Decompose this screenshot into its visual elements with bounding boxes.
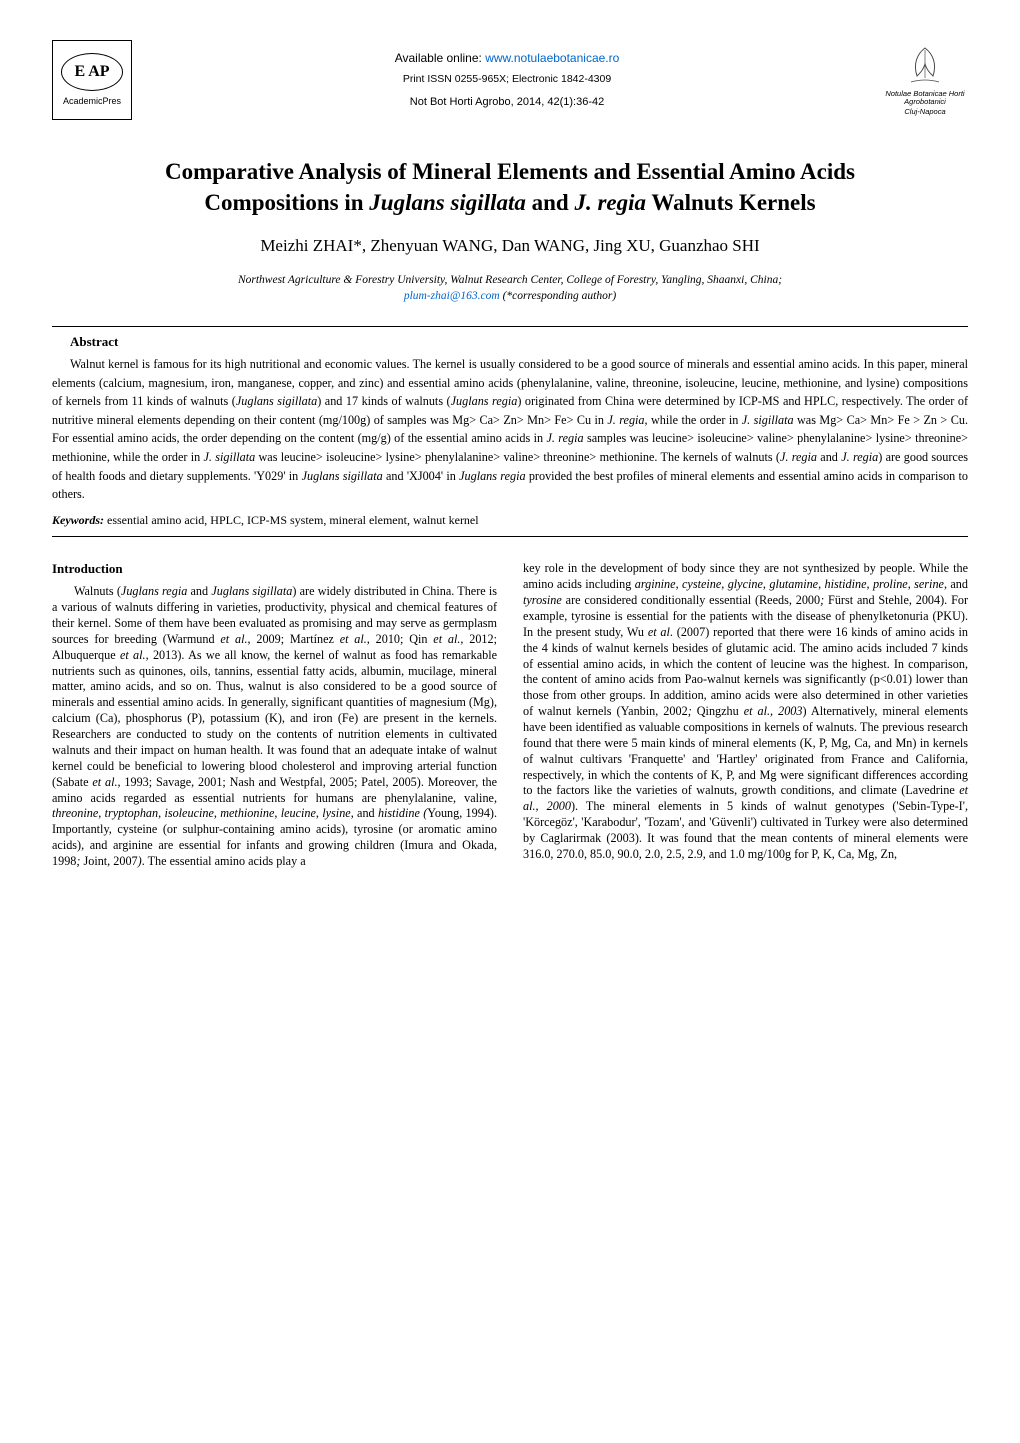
keywords-row: Keywords: essential amino acid, HPLC, IC… [52, 512, 968, 529]
title-line2-post: Walnuts Kernels [646, 190, 816, 215]
abstract-heading: Abstract [70, 333, 968, 351]
article-title: Comparative Analysis of Mineral Elements… [52, 156, 968, 218]
keywords-text: essential amino acid, HPLC, ICP-MS syste… [104, 513, 479, 527]
keywords-label: Keywords: [52, 513, 104, 527]
intro-paragraph-right: key role in the development of body sinc… [523, 561, 968, 862]
abstract-section: Abstract Walnut kernel is famous for its… [52, 326, 968, 537]
column-right: key role in the development of body sinc… [523, 561, 968, 869]
affiliation-text: Northwest Agriculture & Forestry Univers… [238, 274, 782, 286]
title-species-2: J. regia [574, 190, 646, 215]
publisher-logo-letters: E AP [61, 53, 123, 91]
journal-reference: Not Bot Horti Agrobo, 2014, 42(1):36-42 [132, 95, 882, 110]
page-header: E AP AcademicPres Available online: www.… [52, 40, 968, 120]
corresponding-email[interactable]: plum-zhai@163.com [404, 290, 500, 302]
journal-logo-caption-1: Notulae Botanicae Horti Agrobotanici [882, 90, 968, 107]
header-center: Available online: www.notulaebotanicae.r… [132, 50, 882, 111]
journal-url[interactable]: www.notulaebotanicae.ro [485, 51, 619, 65]
intro-paragraph-left: Walnuts (Juglans regia and Juglans sigil… [52, 584, 497, 869]
publisher-logo-left: E AP AcademicPres [52, 40, 132, 120]
available-prefix: Available online: [395, 51, 486, 65]
body-columns: Introduction Walnuts (Juglans regia and … [52, 561, 968, 869]
introduction-heading: Introduction [52, 561, 497, 578]
available-online: Available online: www.notulaebotanicae.r… [132, 50, 882, 67]
column-left: Introduction Walnuts (Juglans regia and … [52, 561, 497, 869]
email-suffix: (*corresponding author) [500, 290, 616, 302]
journal-logo-caption-2: Cluj-Napoca [882, 108, 968, 116]
affiliation: Northwest Agriculture & Forestry Univers… [52, 272, 968, 304]
abstract-body: Walnut kernel is famous for its high nut… [52, 355, 968, 503]
issn-line: Print ISSN 0255-965X; Electronic 1842-43… [132, 72, 882, 87]
title-line1: Comparative Analysis of Mineral Elements… [165, 159, 855, 184]
journal-logo-right: Notulae Botanicae Horti Agrobotanici Clu… [882, 44, 968, 117]
title-line2-mid: and [526, 190, 575, 215]
title-line2-pre: Compositions in [204, 190, 369, 215]
title-species-1: Juglans sigillata [369, 190, 526, 215]
publisher-name: AcademicPres [63, 95, 121, 108]
leaf-icon [903, 44, 947, 88]
authors: Meizhi ZHAI*, Zhenyuan WANG, Dan WANG, J… [52, 234, 968, 258]
